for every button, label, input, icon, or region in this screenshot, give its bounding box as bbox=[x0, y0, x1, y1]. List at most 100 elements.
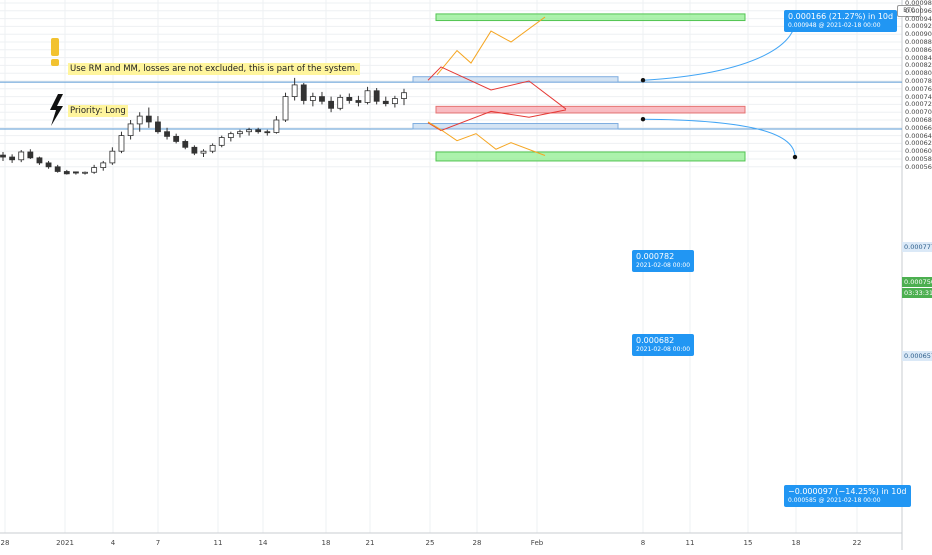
candle-body bbox=[54, 166, 61, 172]
time-tick-label: 28 bbox=[472, 539, 482, 547]
red-projection-path bbox=[427, 109, 567, 132]
target-anchor-point bbox=[640, 78, 646, 83]
candle-body bbox=[255, 129, 262, 133]
lightning-icon bbox=[50, 94, 63, 126]
upper-price-value: 0.000782 bbox=[636, 252, 675, 261]
candle-body bbox=[9, 156, 16, 161]
candle-body bbox=[382, 100, 389, 105]
lower-target-arc bbox=[642, 118, 796, 158]
green-zone bbox=[435, 13, 746, 22]
red-projection-path bbox=[427, 66, 567, 110]
candle-body bbox=[337, 96, 344, 109]
candle-body bbox=[36, 157, 43, 164]
candle-body bbox=[136, 115, 143, 125]
candle-body bbox=[155, 121, 161, 133]
candle-body bbox=[309, 96, 316, 101]
exclamation-icon-dot bbox=[51, 59, 59, 66]
countdown-tag: 03:33:31 bbox=[902, 288, 932, 298]
upper-target-arc bbox=[642, 15, 796, 81]
lower-target-change: −0.000097 (−14.25%) in 10d bbox=[788, 487, 907, 496]
time-tick-label: 18 bbox=[321, 539, 331, 547]
time-tick-label: 15 bbox=[743, 539, 753, 547]
candle-body bbox=[401, 92, 407, 99]
candle-body bbox=[200, 150, 207, 154]
candle-body bbox=[227, 133, 234, 138]
candle-body bbox=[300, 84, 307, 101]
orange-projection-path bbox=[427, 121, 546, 156]
candle-body bbox=[218, 137, 225, 146]
red-zone bbox=[435, 105, 746, 114]
time-tick-label: 2021 bbox=[56, 539, 74, 547]
lower-target-price: 0.000585 @ 2021-02-18 00:00 bbox=[788, 497, 881, 504]
orange-projection-path bbox=[436, 16, 546, 76]
time-tick-label: 28 bbox=[0, 539, 10, 547]
candle-body bbox=[91, 167, 98, 173]
quote-unit-label: BTC bbox=[897, 5, 921, 17]
candle-body bbox=[319, 96, 325, 102]
upper-price-date: 2021-02-08 00:00 bbox=[636, 262, 691, 269]
current-price-tag: 0.000750 bbox=[902, 277, 932, 287]
candle-body bbox=[209, 144, 216, 152]
candle-body bbox=[282, 96, 289, 121]
level-tag-lower: 0.000657 bbox=[902, 351, 932, 361]
candle-body bbox=[391, 98, 398, 105]
candle-body bbox=[237, 131, 243, 135]
candle-body bbox=[0, 154, 6, 158]
target-anchor-point bbox=[640, 117, 646, 122]
candle-body bbox=[127, 123, 134, 137]
time-tick-label: 18 bbox=[791, 539, 801, 547]
rule-note: Use RM and MM, losses are not excluded, … bbox=[68, 63, 360, 75]
blue-zone bbox=[412, 123, 619, 130]
target-anchor-point bbox=[792, 154, 798, 160]
upper-target-callout: 0.000166 (21.27%) in 10d 0.000948 @ 2021… bbox=[784, 10, 898, 32]
time-tick-label: 14 bbox=[258, 539, 268, 547]
candle-body bbox=[264, 131, 271, 134]
lower-price-date: 2021-02-08 00:00 bbox=[636, 346, 691, 353]
candle-body bbox=[18, 151, 25, 161]
time-tick-label: 22 bbox=[852, 539, 862, 547]
candle-body bbox=[355, 100, 362, 103]
candle-body bbox=[100, 162, 107, 168]
upper-target-change: 0.000166 (21.27%) in 10d bbox=[788, 12, 894, 21]
time-tick-label: 11 bbox=[213, 539, 223, 547]
time-tick-label: 25 bbox=[425, 539, 435, 547]
candle-body bbox=[82, 171, 88, 174]
candle-body bbox=[246, 129, 252, 133]
level-tag-upper: 0.000777 bbox=[902, 242, 932, 252]
candle-body bbox=[164, 131, 170, 137]
candle-body bbox=[273, 119, 280, 133]
lower-price-callout: 0.000682 2021-02-08 00:00 bbox=[632, 334, 695, 356]
price-tick-label: 0.000560 bbox=[905, 162, 932, 171]
upper-target-price: 0.000948 @ 2021-02-18 00:00 bbox=[788, 22, 881, 29]
candle-body bbox=[73, 171, 79, 174]
candle-body bbox=[45, 162, 52, 168]
candle-body bbox=[109, 150, 116, 164]
candle-body bbox=[328, 100, 334, 109]
blue-zone bbox=[412, 76, 619, 83]
priority-note: Priority: Long bbox=[68, 105, 128, 117]
time-tick-label: 8 bbox=[640, 539, 646, 547]
time-tick-label: 21 bbox=[365, 539, 375, 547]
time-tick-label: 11 bbox=[685, 539, 695, 547]
time-tick-label: Feb bbox=[530, 539, 544, 547]
candle-body bbox=[364, 90, 371, 103]
